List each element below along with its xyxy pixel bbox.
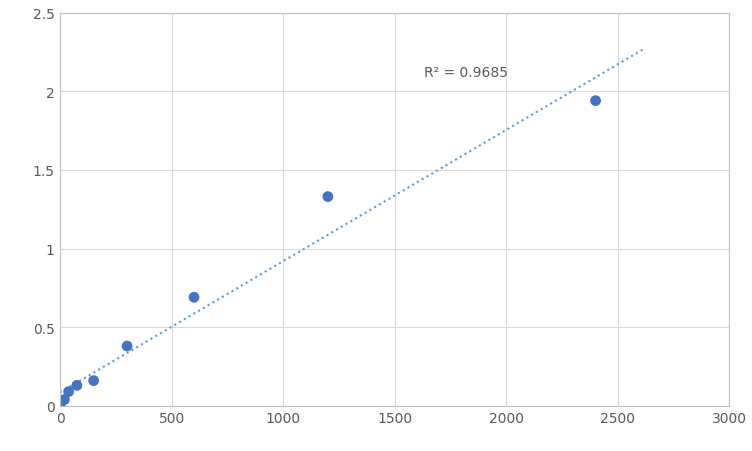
Point (322, 193, 334, 201)
Point (121, 343, 133, 350)
Point (87, 377, 99, 384)
Text: R² = 0.9685: R² = 0.9685 (424, 65, 508, 79)
Point (590, 98, 602, 105)
Point (62, 388, 74, 396)
Point (59, 396, 71, 403)
Point (71, 382, 83, 389)
Point (54, 402, 66, 410)
Point (188, 294, 200, 301)
